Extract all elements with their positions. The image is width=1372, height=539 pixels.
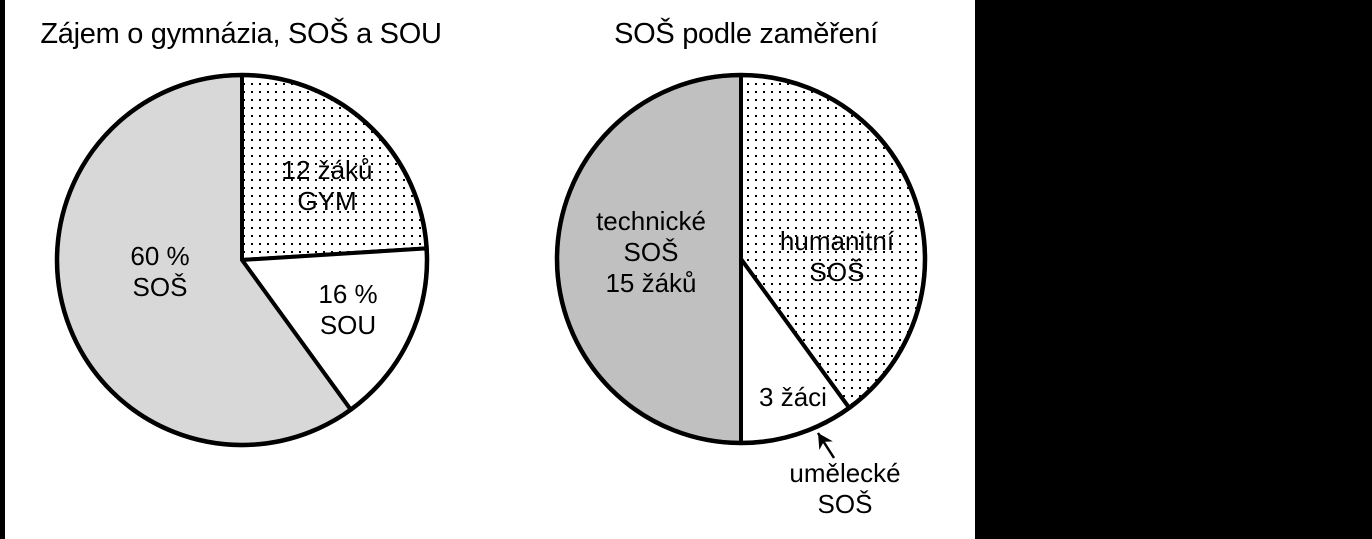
left-pie-title: Zájem o gymnázia, SOŠ a SOU — [40, 18, 442, 50]
pie1-label-sou-line1: 16 % — [318, 279, 377, 309]
pie1-outline — [54, 72, 430, 448]
pie1-label-sos-line1: 60 % — [130, 241, 189, 271]
pie2-label-humanitni-line1: humanitní — [780, 226, 895, 256]
pie2-label-humanitni-line2: SOŠ — [810, 257, 865, 287]
right-black-panel — [975, 0, 1372, 539]
pie2-label-technicke-line1: technické — [596, 206, 706, 236]
pie2-label-umelecke-line1: 3 žáci — [759, 382, 827, 412]
pie2-label-technicke-line3: 15 žáků — [605, 268, 696, 298]
pie2-callout-umelecke-line1: umělecké — [789, 458, 900, 488]
right-pie-title: SOŠ podle zaměření — [614, 18, 878, 50]
pie2-callout-arrow — [816, 432, 836, 459]
pie1-label-sou-line2: SOU — [320, 310, 376, 340]
pie2-label-technicke-line2: SOŠ — [624, 237, 679, 267]
pie2-callout-umelecke-line2: SOŠ — [818, 489, 873, 519]
pie1-label-gym-line2: GYM — [297, 186, 356, 216]
left-black-bar — [0, 0, 5, 539]
pie1-label-gym-line1: 12 žáků — [281, 155, 372, 185]
pie1-label-sos-line2: SOŠ — [133, 272, 188, 302]
pie2-outline — [554, 72, 928, 446]
